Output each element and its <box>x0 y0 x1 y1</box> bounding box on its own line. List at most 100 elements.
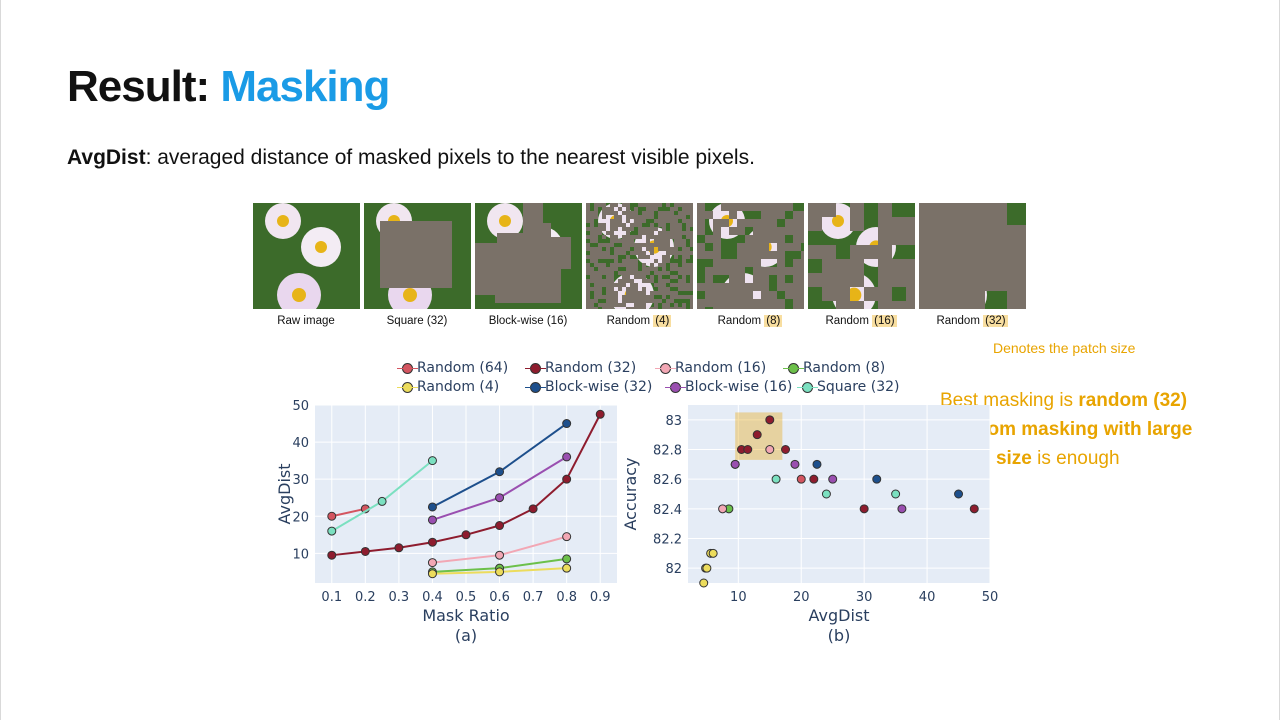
x-tick-label: 0.2 <box>355 590 376 605</box>
legend-label: Random (32) <box>545 360 637 376</box>
data-point <box>327 526 337 536</box>
data-point <box>796 474 806 484</box>
y-tick-label: 10 <box>292 547 309 562</box>
data-point <box>790 459 800 469</box>
data-point <box>495 521 505 531</box>
data-point <box>562 532 572 542</box>
data-point <box>595 409 605 419</box>
data-point <box>812 459 822 469</box>
data-point <box>427 456 437 466</box>
y-tick-label: 50 <box>292 399 309 414</box>
example-image-random-32 <box>919 203 1026 309</box>
data-point <box>427 569 437 579</box>
data-point <box>969 504 979 514</box>
data-point <box>771 474 781 484</box>
x-tick-label: 0.4 <box>422 590 443 605</box>
legend-item: Random (64) <box>397 360 509 376</box>
plot-area <box>688 405 990 583</box>
data-point <box>427 537 437 547</box>
patch-size-highlight: (4) <box>653 315 672 327</box>
data-point <box>809 474 819 484</box>
flower-icon <box>265 203 301 239</box>
y-tick-label: 20 <box>292 510 309 525</box>
data-point <box>461 530 471 540</box>
legend-item: Random (8) <box>783 360 885 376</box>
data-point <box>872 474 882 484</box>
patch-size-highlight: (32) <box>983 315 1008 327</box>
legend-item: Random (4) <box>397 379 500 395</box>
x-axis-label: AvgDist <box>808 606 869 625</box>
example-label-square: Square (32) <box>386 315 448 327</box>
data-point <box>562 419 572 429</box>
example-label-raw: Raw image <box>277 315 335 327</box>
data-point <box>821 489 831 499</box>
series-line <box>331 507 366 518</box>
x-tick-label: 0.5 <box>456 590 477 605</box>
data-point <box>765 445 775 454</box>
x-tick-label: 0.8 <box>556 590 577 605</box>
example-label-random-16: Random (16) <box>825 315 897 327</box>
data-point <box>743 445 753 454</box>
legend-label: Random (4) <box>417 379 500 395</box>
data-point <box>360 546 370 556</box>
example-image-raw <box>253 203 360 309</box>
chart-b-accuracy-vs-avgdist: 82 82.2 82.4 82.6 82.8 83 10 20 30 40 50 AvgDist(b)… <box>621 405 999 645</box>
panel-label: (a) <box>455 626 477 645</box>
x-tick-label: 50 <box>982 590 999 605</box>
example-image-blockwise <box>475 203 582 309</box>
x-tick-label: 0.3 <box>389 590 410 605</box>
legend-item: Random (16) <box>655 360 767 376</box>
data-point <box>954 489 964 499</box>
legend-marker-icon <box>783 362 804 374</box>
legend-item: Random (32) <box>525 360 637 376</box>
example-image-random-8 <box>697 203 804 309</box>
example-label-blockwise: Block-wise (16) <box>488 315 568 327</box>
legend-label: Random (64) <box>417 360 509 376</box>
data-point <box>495 567 505 577</box>
data-point <box>528 504 538 514</box>
legend-marker-icon <box>655 362 676 374</box>
data-point <box>562 554 572 564</box>
patch-size-highlight: (8) <box>764 315 783 327</box>
legend-marker-icon <box>525 362 546 374</box>
x-tick-label: 10 <box>730 590 747 605</box>
x-tick-label: 40 <box>919 590 936 605</box>
example-image-square <box>364 203 471 309</box>
legend-marker-icon <box>525 381 546 393</box>
data-point <box>495 493 505 503</box>
data-point <box>708 548 718 558</box>
legend-item: Block-wise (32) <box>525 379 652 395</box>
legend-marker-icon <box>397 381 418 393</box>
data-point <box>562 563 572 573</box>
panel-label: (b) <box>828 626 851 645</box>
data-point <box>495 467 505 477</box>
data-point <box>427 558 437 568</box>
data-point <box>702 563 712 573</box>
legend-item: Block-wise (16) <box>665 379 793 395</box>
slide-title: Result: Masking <box>67 62 390 111</box>
legend-label: Block-wise (16) <box>685 379 793 395</box>
data-point <box>427 502 437 512</box>
legend-label: Random (16) <box>675 360 767 376</box>
legend-label: Square (32) <box>817 379 900 395</box>
y-tick-label: 82.4 <box>653 503 682 518</box>
data-point <box>427 515 437 525</box>
data-point <box>718 504 728 514</box>
x-axis-label: Mask Ratio <box>422 606 509 625</box>
y-tick-label: 83 <box>665 414 682 429</box>
example-label-random-4: Random (4) <box>606 315 672 327</box>
x-tick-label: 20 <box>793 590 810 605</box>
data-point <box>495 550 505 560</box>
legend-item: Square (32) <box>797 379 900 395</box>
x-tick-label: 30 <box>856 590 873 605</box>
example-image-random-16 <box>808 203 915 309</box>
data-point <box>891 489 901 499</box>
x-tick-label: 0.6 <box>489 590 510 605</box>
x-tick-label: 0.9 <box>590 590 611 605</box>
data-point <box>781 445 791 454</box>
example-label-random-32: Random (32) <box>936 315 1008 327</box>
x-tick-label: 0.1 <box>321 590 342 605</box>
example-image-random-4 <box>586 203 693 309</box>
legend-marker-icon <box>797 381 818 393</box>
y-tick-label: 82.8 <box>653 444 682 459</box>
